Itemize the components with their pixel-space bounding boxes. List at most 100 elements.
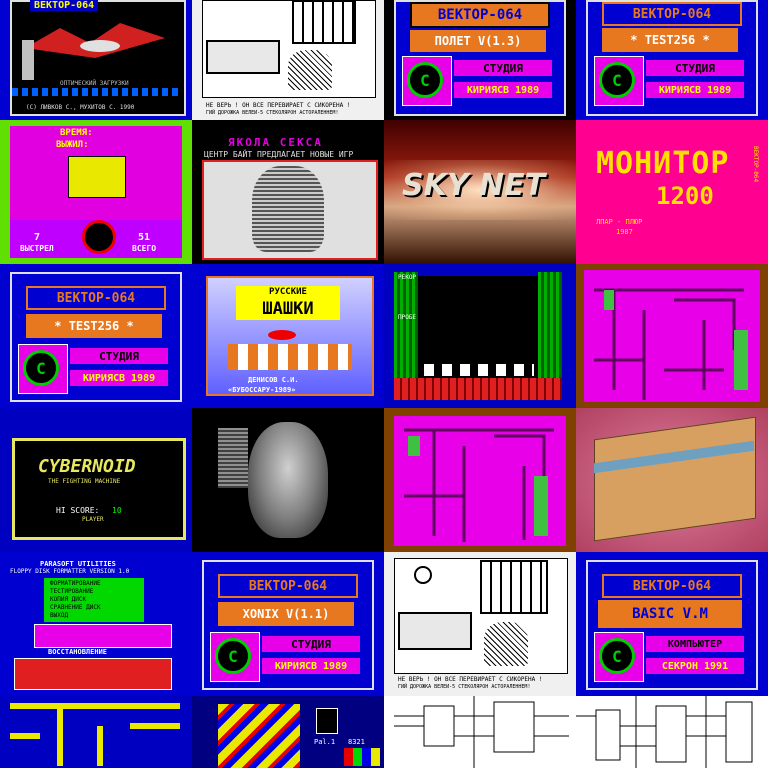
tile-cybernoid[interactable]: CYBERNOID THE FIGHTING MACHINE HI SCORE:… bbox=[0, 408, 192, 552]
preview-box bbox=[316, 708, 338, 734]
tile-vector-basic[interactable]: ВЕКТОР-064 BASIC V.M C КОМПЬЮТЕР СЕКРОН … bbox=[576, 552, 768, 696]
screen-title: ЯКОЛА СЕКСА bbox=[228, 136, 323, 149]
money-bags-row bbox=[424, 364, 534, 376]
total-value: 51 bbox=[138, 232, 151, 243]
maze-walls bbox=[404, 428, 554, 542]
circuit-board bbox=[594, 416, 756, 542]
formatter-header: PARASOFT UTILITIES bbox=[40, 560, 116, 568]
tile-skynet-logo[interactable]: SKY NET bbox=[384, 120, 576, 264]
comic-subtext: ГИЙ ДОРОЖКА ВЕЛЕИ-5 СТЕКОЛЯРОН АСТОРАЛЕН… bbox=[398, 684, 531, 690]
monitor-version: 1200 bbox=[656, 182, 714, 210]
tile-vector-game-title[interactable]: ВЕКТОР-064 ОПТИЧЕСКИЙ ЗАГРУЗКИ (C) ЛИВКО… bbox=[0, 0, 192, 120]
tile-vector-test256[interactable]: ВЕКТОР-064 * TEST256 * C СТУДИЯ КИРИЯСВ … bbox=[576, 0, 768, 120]
studio-logo-icon: C bbox=[407, 62, 443, 98]
tile-schematic-2[interactable] bbox=[576, 696, 768, 768]
pixel-canvas bbox=[218, 704, 300, 768]
game-caption: ОПТИЧЕСКИЙ ЗАГРУЗКИ bbox=[60, 80, 129, 87]
brand-header: ВЕКТОР-064 bbox=[410, 2, 550, 28]
menu-item[interactable]: ВЫХОД bbox=[50, 612, 69, 619]
studio-label: СТУДИЯ bbox=[454, 60, 552, 76]
monitor-credit: ЛПАР - ПЛЮР bbox=[596, 218, 643, 226]
couch-sketch bbox=[206, 40, 280, 74]
tile-disk-formatter[interactable]: PARASOFT UTILITIES FLOPPY DISK FORMATTER… bbox=[0, 552, 192, 696]
clock-icon bbox=[414, 566, 432, 584]
brand-header: ВЕКТОР-064 bbox=[602, 2, 742, 26]
tile-russian-checkers[interactable]: РУССКИЕ ШАШКИ ДЕНИСОВ С.И. «БУБОССАРУ-19… bbox=[192, 264, 384, 408]
robocop-face bbox=[248, 422, 328, 538]
window-sketch bbox=[292, 0, 356, 44]
author-label: СЕКРОН 1991 bbox=[646, 658, 744, 674]
comic-subtext: ГИЙ ДОРОЖКА ВЕЛЕИ-5 СТЕКОЛЯРОН АСТОРАЛЕН… bbox=[206, 110, 339, 116]
tile-magenta-maze-2[interactable] bbox=[384, 408, 576, 552]
tile-robocop-photo[interactable] bbox=[192, 408, 384, 552]
tile-sprite-editor[interactable]: Pal.1 8321 bbox=[192, 696, 384, 768]
program-title: XONIX V(1.1) bbox=[218, 602, 354, 626]
player-label: PLAYER bbox=[82, 516, 104, 523]
title-line-1: РУССКИЕ bbox=[236, 286, 340, 298]
hits-label: ВЫЖИЛ: bbox=[56, 140, 89, 150]
formatter-menu: ФОРМАТИРОВАНИЕ ТЕСТИРОВАНИЕ КОПИЯ ДИСК С… bbox=[44, 578, 144, 622]
person-sketch bbox=[484, 622, 528, 666]
palette-swatches[interactable] bbox=[344, 748, 380, 766]
tile-vector-xonix[interactable]: ВЕКТОР-064 XONIX V(1.1) C СТУДИЯ КИРИЯСВ… bbox=[192, 552, 384, 696]
program-title: ПОЛЕТ V(1.3) bbox=[410, 30, 546, 52]
studio-label: СТУДИЯ bbox=[262, 636, 360, 652]
studio-logo-icon: C bbox=[599, 62, 635, 98]
brand-header: ВЕКТОР-064 bbox=[26, 286, 166, 310]
cybernoid-frame bbox=[12, 438, 186, 540]
tile-pinup-screen[interactable]: ЯКОЛА СЕКСА ЦЕНТР БАЙТ ПРЕДЛАГАЕТ НОВЫЕ … bbox=[192, 120, 384, 264]
try-label: ПРОБЕ bbox=[398, 314, 417, 321]
circuit-schematic bbox=[394, 696, 569, 768]
author-label: КИРИЯСВ 1989 bbox=[70, 370, 168, 386]
hiscore-value: 10 bbox=[112, 506, 122, 515]
tile-magenta-maze[interactable] bbox=[576, 264, 768, 408]
palette-value: 8321 bbox=[348, 738, 365, 746]
author-label: КИРИЯСВ 1989 bbox=[262, 658, 360, 674]
cloud-glow bbox=[384, 160, 576, 220]
author-name: ДЕНИСОВ С.И. bbox=[248, 376, 299, 384]
left-column bbox=[394, 272, 418, 384]
window-sketch bbox=[480, 560, 548, 614]
person-sketch bbox=[288, 50, 332, 90]
dragon-graphic bbox=[25, 23, 165, 58]
tile-falling-game[interactable]: РЕКОР ПРОБЕ bbox=[384, 264, 576, 408]
menu-item[interactable]: СРАВНЕНИЕ ДИСК bbox=[50, 604, 101, 611]
cybernoid-subtitle: THE FIGHTING MACHINE bbox=[48, 478, 121, 485]
info-box bbox=[34, 624, 172, 648]
tile-vector-test256-2[interactable]: ВЕКТОР-064 * TEST256 * C СТУДИЯ КИРИЯСВ … bbox=[0, 264, 192, 408]
tile-monitor-program[interactable]: МОНИТОР 1200 ЛПАР - ПЛЮР 1987 ВЕКТОР-064 bbox=[576, 120, 768, 264]
couch-sketch bbox=[398, 612, 472, 650]
game-header: ВЕКТОР-064 bbox=[30, 0, 99, 11]
screen-subtitle: ЦЕНТР БАЙТ ПРЕДЛАГАЕТ НОВЫЕ ИГР bbox=[204, 150, 354, 159]
section-label: ВОССТАНОВЛЕНИЕ bbox=[48, 648, 108, 656]
tile-comic-room-2[interactable]: НЕ ВЕРЬ ! ОН ВСЕ ПЕРЕВИРАЕТ С СИКОРЕНА !… bbox=[384, 552, 576, 696]
studio-label: СТУДИЯ bbox=[70, 348, 168, 364]
status-box bbox=[14, 658, 172, 690]
menu-item[interactable]: ФОРМАТИРОВАНИЕ bbox=[50, 580, 101, 587]
title-line-2: ШАШКИ bbox=[236, 298, 340, 320]
tile-tunnel-shooter[interactable]: ВРЕМЯ: ВЫЖИЛ: 7 ВЫСТРЕЛ 51 ВСЕГО bbox=[0, 120, 192, 264]
studio-logo-icon: C bbox=[599, 638, 635, 674]
tile-schematic-1[interactable] bbox=[384, 696, 576, 768]
monitor-year: 1987 bbox=[616, 228, 633, 236]
tile-comic-room[interactable]: НЕ ВЕРЬ ! ОН ВСЕ ПЕРЕВИРАЕТ С СИКОРЕНА !… bbox=[192, 0, 384, 120]
author-label: КИРИЯСВ 1989 bbox=[454, 82, 552, 98]
monitor-title: МОНИТОР bbox=[596, 146, 730, 181]
program-title: BASIC V.M bbox=[598, 600, 742, 628]
brand-header: ВЕКТОР-064 bbox=[602, 574, 742, 598]
menu-item[interactable]: ТЕСТИРОВАНИЕ bbox=[50, 588, 94, 595]
tile-vector-polet[interactable]: ВЕКТОР-064 ПОЛЕТ V(1.3) C СТУДИЯ КИРИЯСВ… bbox=[384, 0, 576, 120]
maze-walls bbox=[10, 703, 180, 766]
floor-strip bbox=[394, 378, 562, 400]
menu-item[interactable]: КОПИЯ ДИСК bbox=[50, 596, 87, 603]
tile-yellow-maze[interactable] bbox=[0, 696, 192, 768]
cannon-icon bbox=[82, 220, 116, 254]
studio-logo-icon: C bbox=[23, 350, 59, 386]
tile-pcb-board[interactable] bbox=[576, 408, 768, 552]
formatter-title: FLOPPY DISK FORMATTER VERSION 1.0 bbox=[10, 568, 130, 575]
program-title: * TEST256 * bbox=[602, 28, 738, 52]
checkerboard bbox=[228, 344, 352, 370]
maze-walls bbox=[594, 288, 748, 400]
cybernoid-title: CYBERNOID bbox=[38, 456, 136, 477]
shots-label: ВЫСТРЕЛ bbox=[20, 244, 54, 253]
